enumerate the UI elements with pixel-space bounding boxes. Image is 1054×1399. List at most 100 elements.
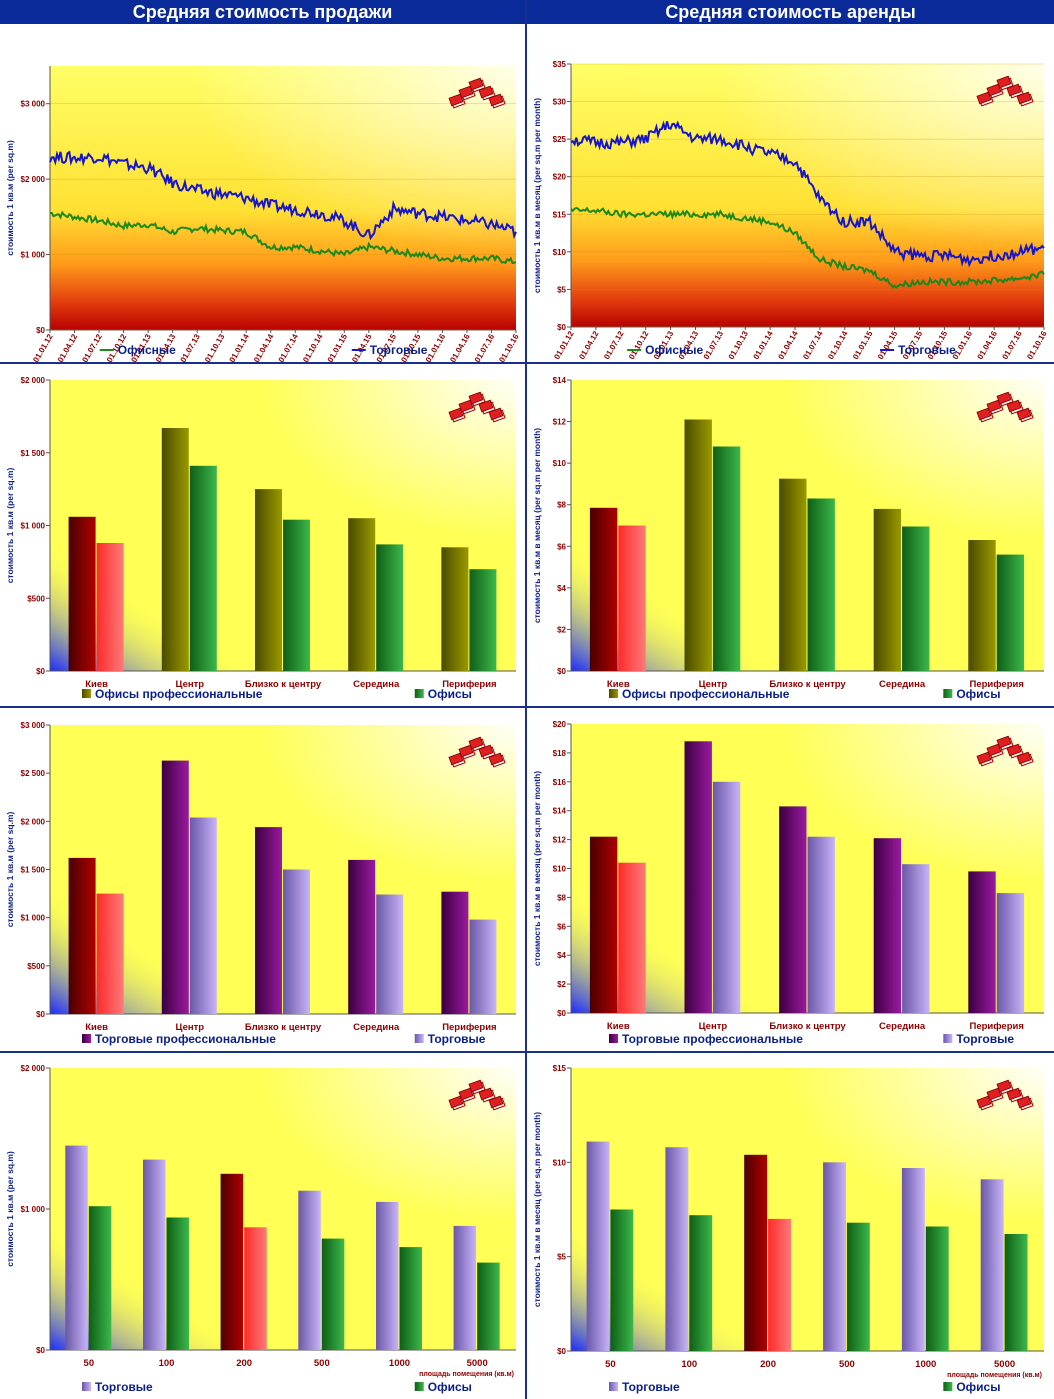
bar-торговые-500	[298, 1190, 321, 1350]
x-tick-label: 100	[159, 1358, 175, 1369]
bar-офисы-200	[244, 1227, 267, 1350]
bar-офисы-200	[768, 1218, 791, 1351]
bar-торговые-200	[220, 1173, 244, 1351]
x-tick-label: 200	[236, 1358, 252, 1369]
bar-офисы-центр	[712, 446, 741, 671]
x-tick-label: 100	[681, 1359, 697, 1370]
x-tick-label: 01.07.12	[602, 329, 626, 361]
x-tick-label: 01.07.14	[277, 332, 301, 362]
y-tick-label: $2 500	[21, 769, 46, 778]
series-line-офисные	[570, 206, 1045, 289]
sale-offices-district-panel: $0 $500 $1 000 $1 500 $2 000 стоимость 1 кв.м…	[0, 364, 525, 706]
x-tick-label: Периферия	[442, 1022, 496, 1033]
legend-label: Торговые профессиональные	[95, 1032, 276, 1046]
y-tick-label: $15	[553, 210, 567, 219]
bar-офисы-центр	[189, 465, 217, 671]
bar-офисы-5000	[477, 1262, 500, 1350]
bar-торговые-центр	[712, 781, 741, 1013]
y-tick-label: $12	[553, 836, 567, 845]
y-tick-label: $8	[557, 893, 566, 902]
bar-торговые-профессиональные-середина	[873, 838, 902, 1013]
sale-header: Средняя стоимость продажи	[0, 0, 525, 24]
logo-icon	[976, 75, 1034, 107]
logo-icon	[976, 391, 1034, 423]
bar-торговые-киев	[618, 862, 646, 1013]
y-tick-label: $5	[557, 1253, 566, 1262]
bar-торговые-близко-к-центру	[283, 869, 310, 1014]
legend-swatch	[609, 1382, 618, 1391]
legend-swatch	[414, 1034, 424, 1043]
x-tick-label: 01.07.16	[1000, 329, 1024, 361]
y-axis-label: стоимость 1 кв.м в месяц (per sq.m per m…	[532, 771, 542, 966]
y-tick-label: $1 000	[21, 914, 46, 923]
bar-офисы-киев	[96, 543, 124, 671]
x-tick-label: 01.04.14	[252, 332, 276, 362]
legend-swatch	[82, 689, 91, 698]
x-tick-label: 200	[760, 1359, 776, 1370]
y-tick-label: $8	[557, 501, 566, 510]
bar-офисы-100	[689, 1215, 713, 1351]
y-tick-label: $14	[553, 807, 567, 816]
x-tick-label: Середина	[879, 1021, 926, 1032]
sale-trend-panel: $0 $1 000 $2 000 $3 000 стоимость 1 кв.м (pe…	[0, 26, 525, 362]
rent-offices-district-chart: $0 $2 $4 $6 $8 $10 $12 $14 стоимость 1 кв.м в ме…	[532, 376, 1044, 701]
y-tick-label: $18	[553, 749, 567, 758]
x-tick-label: Периферия	[442, 679, 496, 690]
x-tick-label: 1000	[915, 1359, 936, 1370]
bar-торговые-профессиональные-близко-к-центру	[255, 827, 282, 1014]
bar-торговые-50	[586, 1141, 610, 1351]
y-tick-label: $0	[36, 1010, 45, 1019]
x-tick-label: 5000	[994, 1359, 1015, 1370]
x-tick-label: Центр	[176, 679, 205, 690]
logo-icon	[448, 77, 506, 109]
x-tick-label: Киев	[85, 679, 108, 690]
bar-торговые-периферия	[996, 893, 1025, 1013]
y-tick-label: $1 000	[21, 1205, 46, 1214]
x-tick-label: 50	[605, 1359, 616, 1370]
x-tick-label: 01.07.16	[473, 332, 497, 362]
y-tick-label: $0	[36, 1346, 45, 1355]
legend-swatch	[414, 689, 424, 698]
y-tick-label: $2	[557, 625, 566, 634]
bar-офисы-профессиональные-киев	[68, 516, 96, 671]
x-tick-label: Близко к центру	[769, 679, 846, 690]
legend-label: Торговые	[622, 1380, 680, 1394]
bar-офисы-профессиональные-центр	[161, 428, 189, 671]
legend-label: Офисы профессиональные	[95, 687, 263, 701]
bar-офисы-профессиональные-центр	[684, 419, 712, 671]
y-axis-label: стоимость 1 кв.м (per sq.m)	[5, 812, 15, 928]
x-tick-label: 01.04.15	[876, 329, 900, 361]
rent-trend-panel: $0 $5 $10 $15 $20 $25 $30 $35 стоимость 1 кв.м в…	[527, 26, 1054, 362]
x-tick-label: 50	[84, 1358, 95, 1369]
x-tick-label: 01.10.14	[826, 329, 850, 361]
y-tick-label: $3 000	[21, 721, 46, 730]
y-axis-label: стоимость 1 кв.м (per sq.m)	[5, 140, 15, 256]
x-tick-label: 01.10.14	[301, 332, 325, 362]
y-axis-label: стоимость 1 кв.м в месяц (per sq.m per m…	[532, 1112, 542, 1307]
legend-swatch	[609, 689, 618, 698]
x-tick-label: 01.01.14	[228, 332, 252, 362]
bar-офисы-профессиональные-середина	[348, 518, 376, 671]
sale-retail-district-panel: $0 $500 $1 000 $1 500 $2 000 $2 500 $3 000 стои…	[0, 708, 525, 1051]
bar-торговые-профессиональные-центр	[161, 760, 189, 1014]
x-tick-label: 01.10.16	[1025, 329, 1049, 361]
legend-swatch	[82, 1034, 91, 1043]
x-tick-label: 01.01.12	[552, 329, 576, 361]
bar-офисы-100	[166, 1217, 189, 1350]
x-tick-label: 01.01.15	[326, 332, 350, 362]
bar-торговые-середина	[902, 864, 930, 1013]
x-tick-label: Киев	[607, 679, 630, 690]
y-tick-label: $500	[27, 594, 45, 603]
y-tick-label: $10	[553, 865, 567, 874]
x-tick-label: Близко к центру	[769, 1021, 846, 1032]
bar-торговые-профессиональные-центр	[684, 741, 712, 1013]
y-tick-label: $1 500	[21, 866, 46, 875]
rent-retail-district-chart: $0 $2 $4 $6 $8 $10 $12 $14 $16 $18 $20 стоимость 1 …	[532, 720, 1044, 1046]
x-tick-label: Киев	[85, 1022, 108, 1033]
bar-торговые-середина	[376, 894, 404, 1014]
row-divider-2	[0, 706, 1054, 708]
y-tick-label: $15	[553, 1064, 567, 1073]
legend-label: Офисные	[645, 343, 703, 357]
x-axis-label: площадь помещения (кв.м)	[947, 1372, 1042, 1379]
x-tick-label: 01.07.14	[801, 329, 825, 361]
